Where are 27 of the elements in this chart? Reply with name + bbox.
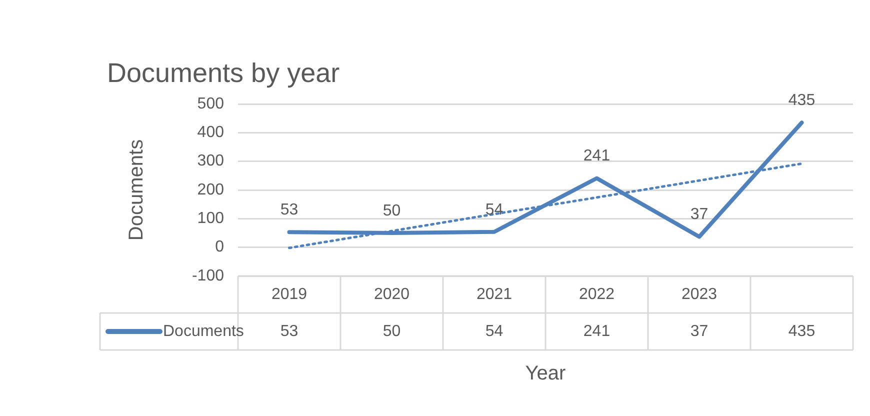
y-tick-label: 100 bbox=[197, 210, 224, 228]
x-axis-title: Year bbox=[525, 362, 566, 385]
x-tick-label: 2023 bbox=[681, 286, 718, 304]
data-label: 37 bbox=[690, 322, 708, 340]
data-label: 435 bbox=[788, 322, 816, 340]
text: 50 bbox=[382, 202, 401, 220]
x-tick-label: 2019 bbox=[271, 286, 308, 304]
data-label: 50 bbox=[382, 322, 401, 340]
y-tick-label: 0 bbox=[215, 238, 224, 256]
x-tick-label: 2020 bbox=[374, 286, 410, 304]
y-axis-title: Documents bbox=[126, 139, 148, 241]
y-tick-label: 300 bbox=[197, 152, 224, 170]
text: 241 bbox=[583, 148, 610, 165]
text: 435 bbox=[788, 92, 816, 110]
x-tick-label: 2022 bbox=[578, 286, 615, 304]
y-tick-label: 500 bbox=[197, 95, 224, 112]
x-tick-label: 2021 bbox=[476, 286, 512, 304]
y-tick-label: 400 bbox=[197, 124, 224, 142]
y-tick-label: -100 bbox=[192, 267, 224, 284]
text: 53 bbox=[280, 202, 298, 219]
data-label: 54 bbox=[485, 322, 504, 340]
data-label: 241 bbox=[583, 322, 610, 340]
data-label: 53 bbox=[280, 322, 298, 340]
text: 37 bbox=[690, 206, 708, 224]
y-tick-label: 200 bbox=[197, 181, 224, 198]
legend-label: Documents bbox=[163, 322, 244, 340]
chart-title: Documents by year bbox=[107, 58, 340, 88]
